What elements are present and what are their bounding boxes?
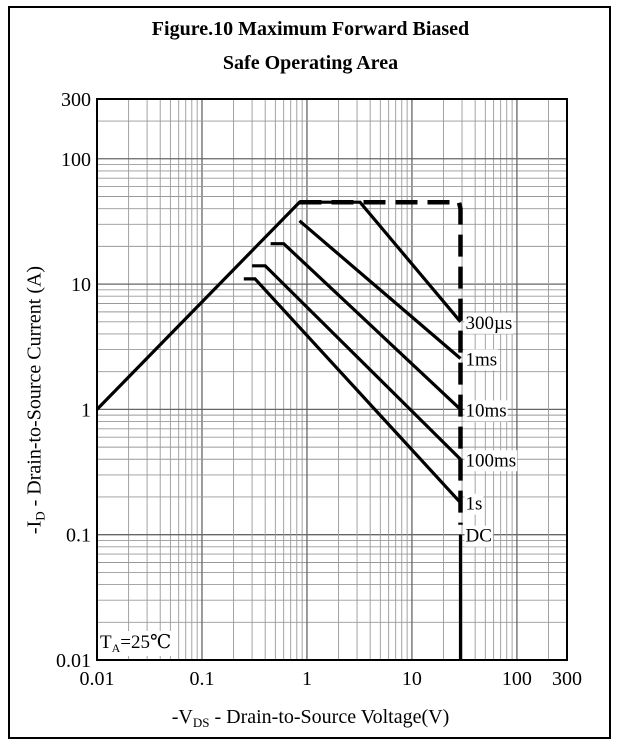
x-tick-label: 100 <box>502 668 532 690</box>
condition-annotation: TA=25℃ <box>98 631 174 656</box>
series-label-bg <box>464 493 484 515</box>
series-label-bg <box>464 450 518 472</box>
chart-title-line1: Figure.10 Maximum Forward Biased <box>151 18 470 40</box>
x-tick-label: 10 <box>402 668 422 690</box>
series-layer <box>95 199 463 660</box>
series-labels: 300µs 1ms 10ms 100ms 1s DC <box>464 312 518 547</box>
plot-border <box>96 98 568 661</box>
series-line-300µs <box>95 200 462 411</box>
y-tick-label: 10 <box>71 274 91 296</box>
x-axis-label: -VDS - Drain-to-Source Voltage(V) <box>171 706 450 730</box>
grid <box>96 98 568 661</box>
series-label: 1s <box>465 494 482 515</box>
figure-frame <box>8 6 611 739</box>
series-label-bg <box>464 312 514 334</box>
chart-title-line2: Safe Operating Area <box>222 52 399 74</box>
series-label-bg <box>464 400 508 422</box>
series-label: DC <box>465 526 491 547</box>
series-line-1ms <box>298 219 462 360</box>
y-tick-label: 100 <box>61 149 91 171</box>
series-line-100ms <box>252 264 462 461</box>
series-label: 10ms <box>465 400 506 421</box>
x-tick-label: 0.01 <box>80 668 115 690</box>
x-tick-label: 300 <box>552 668 582 690</box>
series-line-10ms <box>270 242 462 411</box>
series-label-bg <box>464 525 493 547</box>
y-tick-label: 1 <box>81 399 91 421</box>
series-line-1s <box>243 277 462 504</box>
tick-labels: 0.01 0.1 1 10 100 300 0.01 0.1 1 10 100 300 <box>56 89 582 690</box>
series-label: 1ms <box>465 349 497 370</box>
x-tick-label: 1 <box>302 668 312 690</box>
series-label: 300µs <box>465 313 512 334</box>
x-tick-label: 0.1 <box>189 668 214 690</box>
y-tick-label: 0.1 <box>66 525 91 547</box>
y-axis-label: -ID - Drain-to-Source Current (A) <box>23 265 48 535</box>
y-tick-label: 300 <box>61 89 91 111</box>
series-label: 100ms <box>465 450 516 471</box>
series-label-bg <box>464 349 499 371</box>
series-line-dashed-limit <box>299 199 463 525</box>
y-tick-label: 0.01 <box>56 650 91 672</box>
